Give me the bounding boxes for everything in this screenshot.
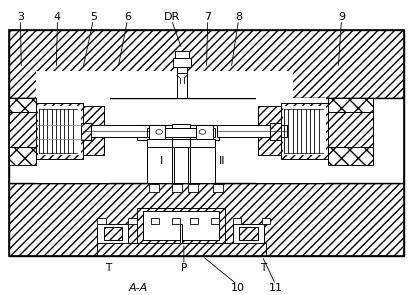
- Bar: [171, 124, 190, 183]
- Bar: [173, 58, 191, 67]
- Text: II: II: [219, 156, 225, 166]
- Bar: [270, 122, 280, 140]
- Bar: [190, 218, 198, 224]
- Bar: [149, 184, 159, 191]
- Bar: [81, 122, 91, 140]
- Circle shape: [199, 130, 206, 134]
- Bar: [143, 211, 219, 240]
- Bar: [211, 218, 219, 224]
- Text: 10: 10: [230, 283, 244, 293]
- Bar: [9, 98, 36, 112]
- Bar: [9, 183, 404, 256]
- Text: 4: 4: [54, 12, 61, 22]
- Text: I: I: [159, 156, 163, 166]
- Bar: [171, 184, 182, 191]
- Bar: [233, 218, 242, 224]
- Bar: [9, 112, 36, 148]
- Bar: [328, 112, 373, 148]
- Bar: [143, 211, 219, 240]
- Bar: [38, 106, 81, 155]
- Text: A-A: A-A: [129, 283, 148, 293]
- Bar: [9, 30, 404, 256]
- Text: 6: 6: [124, 12, 131, 22]
- Bar: [256, 98, 326, 183]
- Text: DR: DR: [164, 12, 180, 22]
- Bar: [147, 139, 215, 148]
- Bar: [262, 218, 270, 224]
- Bar: [328, 102, 351, 159]
- Bar: [213, 184, 223, 191]
- Bar: [36, 98, 110, 183]
- Text: 5: 5: [90, 12, 97, 22]
- Text: P: P: [181, 263, 187, 273]
- Bar: [36, 104, 83, 159]
- Bar: [104, 227, 122, 240]
- Bar: [97, 224, 128, 243]
- Bar: [328, 148, 373, 165]
- Bar: [9, 148, 36, 165]
- Bar: [196, 124, 213, 139]
- Bar: [188, 139, 215, 183]
- Text: 9: 9: [338, 12, 345, 22]
- Text: T: T: [105, 263, 112, 273]
- Bar: [180, 224, 182, 243]
- Bar: [233, 224, 264, 243]
- Bar: [128, 218, 137, 224]
- Bar: [282, 106, 326, 155]
- Bar: [83, 125, 157, 137]
- Bar: [151, 218, 159, 224]
- Bar: [171, 218, 180, 224]
- Bar: [9, 98, 404, 183]
- Bar: [36, 71, 293, 98]
- Bar: [147, 128, 215, 137]
- Bar: [149, 124, 165, 139]
- Bar: [328, 98, 373, 112]
- Bar: [97, 243, 266, 256]
- Bar: [83, 106, 104, 155]
- Bar: [240, 227, 258, 240]
- Text: 3: 3: [17, 12, 24, 22]
- Text: 7: 7: [204, 12, 211, 22]
- Bar: [9, 30, 404, 98]
- Bar: [188, 184, 198, 191]
- Bar: [280, 104, 328, 159]
- Bar: [217, 125, 287, 137]
- Bar: [97, 218, 106, 224]
- Text: T: T: [260, 263, 266, 273]
- Circle shape: [156, 130, 162, 134]
- Bar: [258, 106, 280, 155]
- Bar: [147, 139, 173, 183]
- Bar: [137, 125, 219, 140]
- Text: 8: 8: [235, 12, 242, 22]
- Bar: [177, 54, 187, 98]
- Text: 11: 11: [268, 283, 282, 293]
- Bar: [137, 208, 225, 243]
- Bar: [175, 51, 189, 58]
